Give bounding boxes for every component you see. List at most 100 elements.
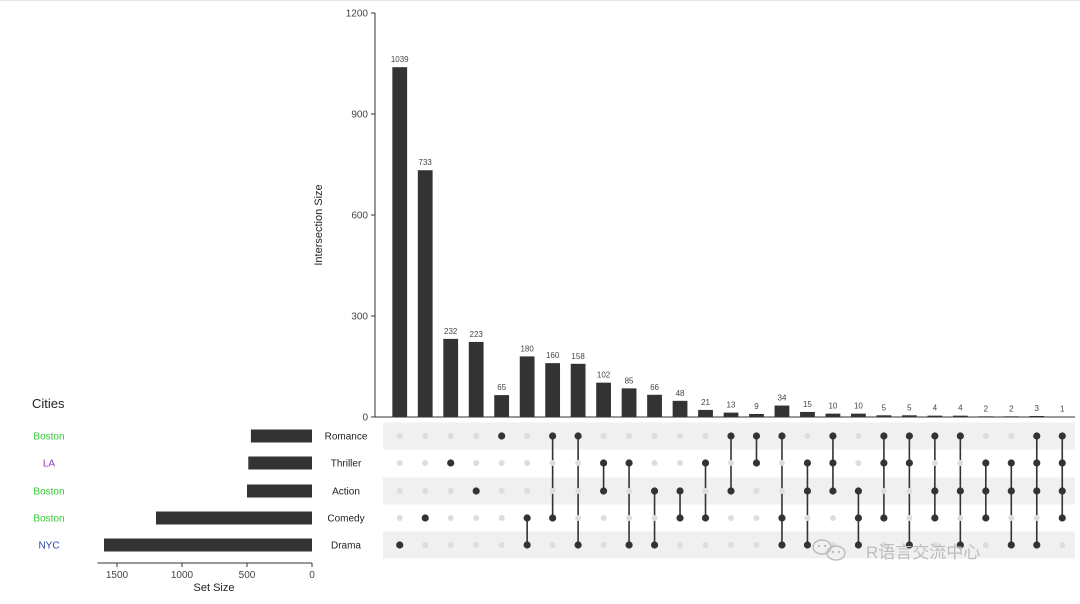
matrix-dot-active [880, 432, 887, 439]
matrix-dot-active [1059, 514, 1066, 521]
intersection-bar [953, 416, 968, 417]
set-label: Action [332, 487, 360, 498]
matrix-dot-active [931, 432, 938, 439]
matrix-dot-active [855, 514, 862, 521]
matrix-dot-inactive [906, 515, 912, 521]
intersection-bar-label: 13 [727, 401, 736, 410]
intersection-bar [800, 412, 815, 417]
matrix-dot-inactive [601, 433, 607, 439]
matrix-dot-inactive [575, 488, 581, 494]
matrix-dot-active [1033, 487, 1040, 494]
city-label: Boston [33, 514, 64, 525]
matrix-dot-active [727, 432, 734, 439]
matrix-dot-active [1059, 487, 1066, 494]
matrix-dot-inactive [550, 488, 556, 494]
matrix-dot-active [829, 487, 836, 494]
matrix-dot-active [727, 487, 734, 494]
matrix-dot-active [396, 541, 403, 548]
matrix-dot-inactive [855, 433, 861, 439]
city-label: NYC [38, 541, 59, 552]
matrix-dot-active [957, 487, 964, 494]
intersection-bar [876, 415, 891, 417]
matrix-dot-active [804, 487, 811, 494]
matrix-dot-active [575, 432, 582, 439]
matrix-dot-inactive [983, 433, 989, 439]
matrix-dot-inactive [728, 460, 734, 466]
intersection-bar [673, 401, 688, 417]
intersection-bar-label: 733 [419, 158, 433, 167]
matrix-dot-inactive [499, 488, 505, 494]
set-size-bar [248, 457, 312, 470]
matrix-dot-active [804, 459, 811, 466]
matrix-dot-inactive [422, 460, 428, 466]
y-tick-label: 900 [351, 110, 368, 121]
matrix-dot-active [778, 432, 785, 439]
matrix-dot-active [651, 541, 658, 548]
intersection-bar [443, 339, 458, 417]
matrix-dot-active [625, 541, 632, 548]
matrix-dot-inactive [1034, 515, 1040, 521]
matrix-dot-inactive [499, 542, 505, 548]
matrix-dot-active [549, 432, 556, 439]
set-size-bar [104, 539, 312, 552]
matrix-dot-inactive [550, 460, 556, 466]
intersection-bar [545, 363, 560, 417]
matrix-dot-inactive [779, 488, 785, 494]
set-label: Romance [325, 432, 368, 443]
matrix-dot-active [498, 432, 505, 439]
matrix-dot-inactive [473, 460, 479, 466]
city-label: LA [43, 459, 56, 470]
matrix-dot-inactive [830, 515, 836, 521]
matrix-dot-active [906, 432, 913, 439]
matrix-dot-active [1008, 487, 1015, 494]
matrix-dot-inactive [626, 433, 632, 439]
intersection-bar [571, 364, 586, 417]
intersection-bar-label: 4 [958, 404, 963, 413]
matrix-dot-active [1059, 459, 1066, 466]
matrix-dot-inactive [422, 488, 428, 494]
intersection-bar-label: 4 [933, 404, 938, 413]
intersection-bar-label: 2 [984, 404, 989, 413]
matrix-dot-inactive [448, 488, 454, 494]
matrix-dot-inactive [728, 542, 734, 548]
matrix-dot-active [1033, 432, 1040, 439]
matrix-dot-inactive [753, 488, 759, 494]
matrix-dot-active [753, 459, 760, 466]
matrix-dot-inactive [703, 542, 709, 548]
matrix-dot-active [906, 459, 913, 466]
intersection-bar-label: 223 [470, 330, 484, 339]
intersection-bar-label: 1 [1060, 405, 1065, 414]
matrix-dot-active [778, 514, 785, 521]
matrix-dot-inactive [626, 515, 632, 521]
intersection-bar [749, 414, 764, 417]
intersection-bar-label: 34 [778, 394, 787, 403]
matrix-dot-active [422, 514, 429, 521]
matrix-dot-active [804, 541, 811, 548]
matrix-dot-active [1059, 432, 1066, 439]
matrix-dot-active [982, 459, 989, 466]
matrix-dot-active [829, 432, 836, 439]
matrix-dot-inactive [652, 515, 658, 521]
intersection-bar-label: 15 [803, 400, 812, 409]
intersection-bar-label: 1039 [391, 55, 409, 64]
intersection-bar-label: 2 [1009, 404, 1014, 413]
intersection-bar [520, 356, 535, 417]
matrix-dot-inactive [473, 542, 479, 548]
matrix-dot-inactive [957, 515, 963, 521]
matrix-dot-active [855, 541, 862, 548]
matrix-dot-inactive [906, 488, 912, 494]
matrix-dot-active [524, 541, 531, 548]
set-size-tick-label: 1500 [106, 570, 129, 581]
matrix-dot-inactive [422, 542, 428, 548]
matrix-dot-active [676, 514, 683, 521]
matrix-dot-active [702, 514, 709, 521]
intersection-bar [927, 416, 942, 417]
intersection-bar-label: 10 [828, 402, 837, 411]
matrix-dot-active [473, 487, 480, 494]
matrix-dot-inactive [855, 460, 861, 466]
matrix-dot-inactive [703, 433, 709, 439]
matrix-dot-active [600, 459, 607, 466]
set-size-tick-label: 0 [309, 570, 315, 581]
set-size-bar [247, 485, 312, 498]
city-label: Boston [33, 432, 64, 443]
